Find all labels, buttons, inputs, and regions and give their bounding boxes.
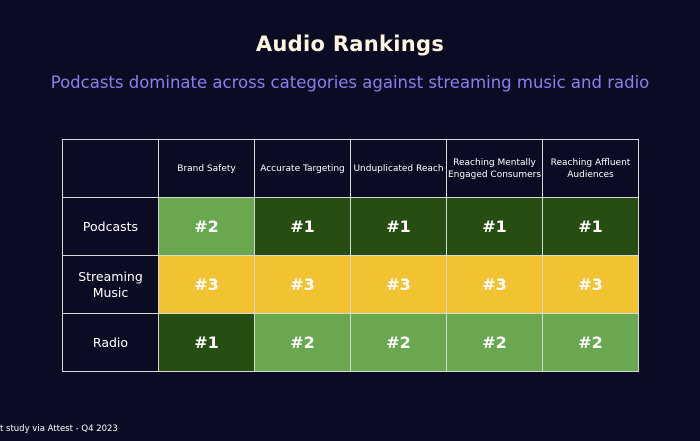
page-title: Audio Rankings (255, 32, 445, 56)
row-label: Streaming Music (62, 255, 159, 314)
table-row: Radio #1 #2 #2 #2 #2 (62, 313, 639, 372)
row-label: Radio (62, 313, 159, 372)
rank-cell: #1 (254, 197, 351, 256)
corner-cell (62, 139, 159, 198)
rank-cell: #3 (350, 255, 447, 314)
rank-cell: #1 (446, 197, 543, 256)
page-subtitle: Podcasts dominate across categories agai… (50, 73, 650, 92)
rank-cell: #2 (542, 313, 639, 372)
rank-cell: #2 (254, 313, 351, 372)
rank-cell: #3 (158, 255, 255, 314)
rank-cell: #3 (254, 255, 351, 314)
table-row: Podcasts #2 #1 #1 #1 #1 (62, 197, 639, 256)
column-header: Reaching Affluent Audiences (542, 139, 639, 198)
rank-cell: #1 (350, 197, 447, 256)
rank-cell: #2 (350, 313, 447, 372)
header-row: Brand Safety Accurate Targeting Unduplic… (62, 139, 639, 198)
column-header: Brand Safety (158, 139, 255, 198)
rankings-table: Brand Safety Accurate Targeting Unduplic… (62, 139, 639, 372)
rank-cell: #2 (446, 313, 543, 372)
rank-cell: #1 (158, 313, 255, 372)
rank-cell: #1 (542, 197, 639, 256)
column-header: Accurate Targeting (254, 139, 351, 198)
source-footnote: t study via Attest - Q4 2023 (0, 424, 118, 434)
table-row: Streaming Music #3 #3 #3 #3 #3 (62, 255, 639, 314)
column-header: Reaching Mentally Engaged Consumers (446, 139, 543, 198)
rank-cell: #2 (158, 197, 255, 256)
rank-cell: #3 (446, 255, 543, 314)
column-header: Unduplicated Reach (350, 139, 447, 198)
row-label: Podcasts (62, 197, 159, 256)
rank-cell: #3 (542, 255, 639, 314)
